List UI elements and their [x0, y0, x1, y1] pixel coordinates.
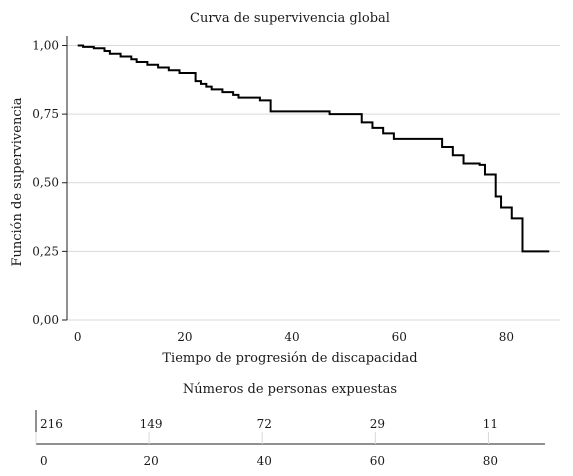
risk-count-label: 216	[40, 417, 63, 431]
risk-table-title: Números de personas expuestas	[183, 382, 397, 397]
x-tick-label: 40	[284, 330, 299, 344]
x-tick-label: 60	[392, 330, 407, 344]
x-axis: 0 20 40 60 80	[74, 330, 514, 344]
y-tick-label: 1,00	[32, 38, 59, 52]
y-tick-label: 0,25	[32, 244, 59, 258]
risk-count-label: 29	[370, 417, 385, 431]
risk-count-label: 72	[257, 417, 272, 431]
risk-table: 216 0 149 20 72 40 29 60 11 80	[35, 410, 545, 468]
survival-curve-line	[77, 44, 550, 253]
y-tick-label: 0,75	[32, 107, 59, 121]
x-tick-label: 80	[499, 330, 514, 344]
y-tick-label: 0,50	[32, 176, 59, 190]
risk-table-x-tick-label: 60	[370, 454, 385, 468]
y-tick-label: 0,00	[32, 313, 59, 327]
risk-count-label: 11	[483, 417, 498, 431]
x-tick-label: 20	[177, 330, 192, 344]
risk-table-x-tick-label: 40	[257, 454, 272, 468]
risk-table-x-tick-label: 0	[40, 454, 48, 468]
risk-count-label: 149	[140, 417, 163, 431]
x-axis-label: Tiempo de progresión de discapacidad	[162, 351, 417, 366]
grid-lines	[67, 44, 560, 321]
x-tick-label: 0	[74, 330, 82, 344]
risk-table-x-tick-label: 20	[143, 454, 158, 468]
y-axis-label: Función de supervivencia	[10, 97, 25, 266]
risk-table-x-tick-label: 80	[483, 454, 498, 468]
chart-title: Curva de supervivencia global	[190, 11, 390, 26]
y-axis: 0,00 0,25 0,50 0,75 1,00	[32, 36, 68, 327]
